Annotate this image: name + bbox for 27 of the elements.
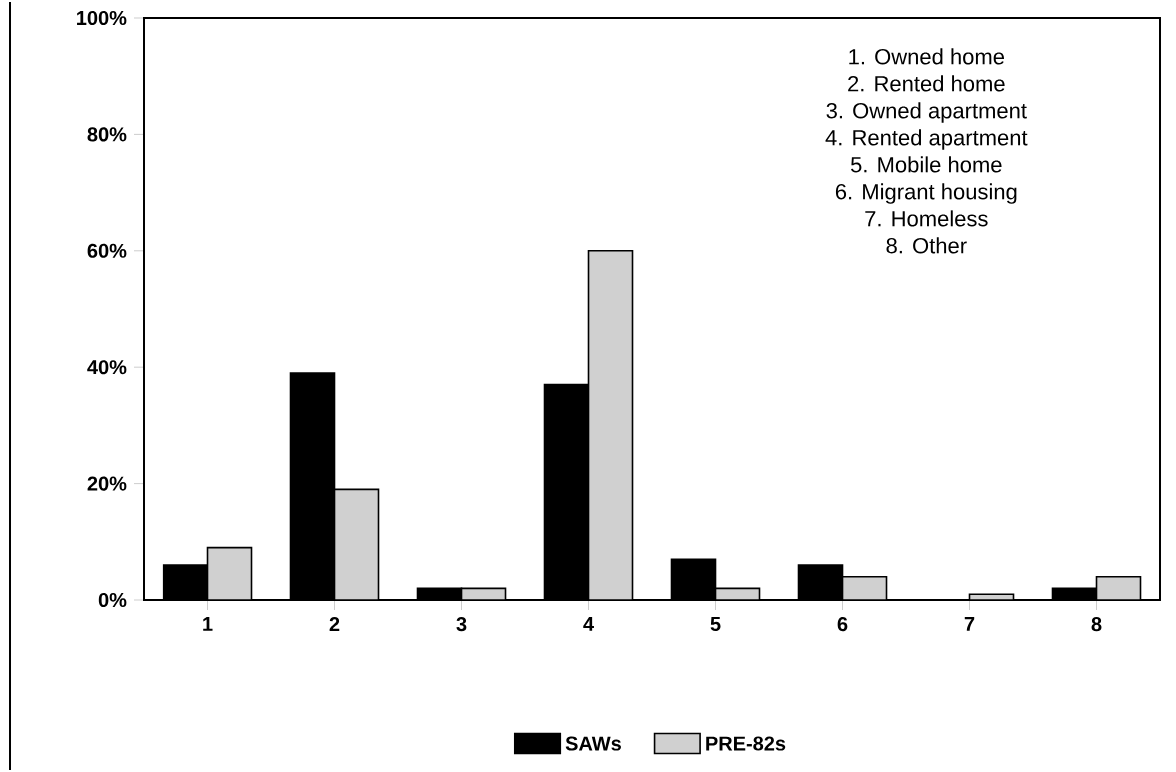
bar: [587, 250, 634, 600]
legend-label: SAWs: [565, 736, 621, 751]
annotation: 7. Homeless: [865, 210, 988, 227]
x-tick-label: 4: [583, 617, 594, 631]
bar: [333, 488, 380, 600]
annotation: 1. Owned home: [849, 48, 1005, 65]
annotation: 8. Other: [886, 237, 967, 254]
y-tick-label: 60%: [87, 243, 127, 258]
x-tick-label: 2: [329, 617, 340, 632]
annotation: 2. Rented home: [848, 75, 1005, 92]
y-tick-label: 20%: [87, 476, 127, 491]
annotation: 6. Migrant housing: [835, 183, 1017, 204]
x-tick-label: 6: [837, 617, 848, 632]
x-tick-label: 8: [1091, 617, 1102, 632]
x-tick-label: 7: [964, 617, 975, 631]
x-tick-label: 3: [456, 617, 467, 632]
bar: [206, 546, 253, 600]
y-tick-label: 100%: [77, 10, 127, 26]
annotation: 4. Rented apartment: [825, 129, 1028, 150]
y-tick-label: 0%: [98, 592, 127, 608]
x-tick-label: 1: [203, 617, 213, 631]
legend-label: PRE-82s: [706, 736, 786, 751]
annotation: 5. Mobile home: [850, 156, 1002, 173]
annotation: 3. Owned apartment: [826, 102, 1027, 123]
y-tick-label: 40%: [87, 360, 127, 375]
x-tick-label: 5: [710, 617, 721, 632]
y-tick-label: 80%: [87, 127, 127, 142]
